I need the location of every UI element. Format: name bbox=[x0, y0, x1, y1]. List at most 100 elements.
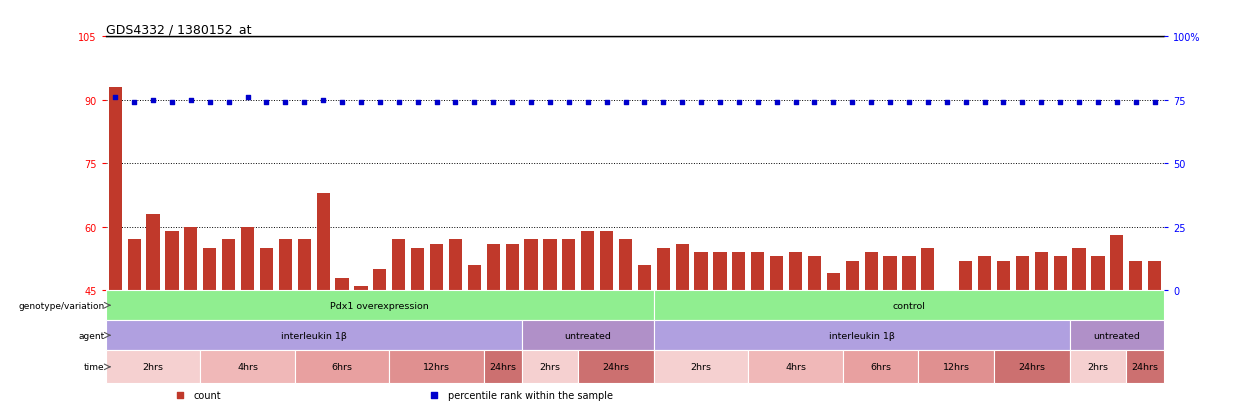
Point bbox=[502, 100, 522, 106]
Bar bbox=[1129, 261, 1143, 290]
Bar bbox=[1127, 350, 1164, 384]
Bar bbox=[203, 248, 217, 290]
Bar bbox=[335, 278, 349, 290]
Bar bbox=[864, 252, 878, 290]
Text: 24hrs: 24hrs bbox=[1018, 363, 1046, 371]
Point bbox=[275, 100, 295, 106]
Point bbox=[615, 100, 635, 106]
Bar bbox=[637, 265, 651, 290]
Point bbox=[351, 100, 371, 106]
Text: agent: agent bbox=[78, 331, 105, 340]
Bar bbox=[1016, 257, 1028, 290]
Point bbox=[1088, 100, 1108, 106]
Point bbox=[936, 100, 956, 106]
Bar bbox=[484, 350, 522, 384]
Bar bbox=[843, 350, 919, 384]
Point bbox=[691, 100, 711, 106]
Point bbox=[219, 100, 239, 106]
Point bbox=[880, 100, 900, 106]
Bar bbox=[1069, 350, 1127, 384]
Bar bbox=[748, 350, 843, 384]
Point bbox=[181, 97, 200, 104]
Point bbox=[294, 100, 314, 106]
Bar bbox=[411, 248, 425, 290]
Point bbox=[956, 100, 976, 106]
Bar bbox=[1035, 252, 1048, 290]
Bar bbox=[959, 261, 972, 290]
Point bbox=[975, 100, 995, 106]
Bar bbox=[1072, 248, 1086, 290]
Bar bbox=[106, 350, 200, 384]
Bar bbox=[997, 261, 1010, 290]
Bar bbox=[487, 244, 499, 290]
Bar bbox=[581, 231, 594, 290]
Bar bbox=[108, 88, 122, 290]
Text: 4hrs: 4hrs bbox=[237, 363, 258, 371]
Text: time: time bbox=[85, 363, 105, 371]
Bar bbox=[524, 240, 538, 290]
Bar bbox=[298, 240, 311, 290]
Text: GDS4332 / 1380152_at: GDS4332 / 1380152_at bbox=[106, 23, 251, 36]
Point bbox=[899, 100, 919, 106]
Bar bbox=[505, 244, 519, 290]
Text: genotype/variation: genotype/variation bbox=[19, 301, 105, 310]
Bar bbox=[166, 231, 178, 290]
Bar bbox=[771, 257, 783, 290]
Point bbox=[1069, 100, 1089, 106]
Point bbox=[162, 100, 182, 106]
Bar bbox=[147, 214, 159, 290]
Bar bbox=[676, 244, 688, 290]
Bar bbox=[1111, 235, 1123, 290]
Text: 12hrs: 12hrs bbox=[423, 363, 449, 371]
Text: 24hrs: 24hrs bbox=[489, 363, 517, 371]
Point bbox=[407, 100, 427, 106]
Bar bbox=[977, 257, 991, 290]
Bar bbox=[295, 350, 390, 384]
Point bbox=[427, 100, 447, 106]
Point bbox=[804, 100, 824, 106]
Text: control: control bbox=[893, 301, 925, 310]
Bar bbox=[827, 273, 840, 290]
Point bbox=[1144, 100, 1164, 106]
Bar bbox=[1148, 261, 1162, 290]
Bar bbox=[184, 227, 198, 290]
Bar bbox=[392, 240, 406, 290]
Text: 24hrs: 24hrs bbox=[1132, 363, 1159, 371]
Point bbox=[918, 100, 937, 106]
Text: 2hrs: 2hrs bbox=[691, 363, 712, 371]
Point bbox=[446, 100, 466, 106]
Bar bbox=[430, 244, 443, 290]
Point bbox=[370, 100, 390, 106]
Point bbox=[843, 100, 863, 106]
Text: 6hrs: 6hrs bbox=[331, 363, 352, 371]
Point bbox=[672, 100, 692, 106]
Bar bbox=[355, 286, 367, 290]
Point bbox=[748, 100, 768, 106]
Point bbox=[238, 95, 258, 101]
Bar bbox=[106, 320, 522, 350]
Bar bbox=[279, 240, 293, 290]
Bar bbox=[260, 248, 273, 290]
Bar bbox=[789, 252, 802, 290]
Point bbox=[559, 100, 579, 106]
Bar bbox=[1069, 320, 1164, 350]
Text: percentile rank within the sample: percentile rank within the sample bbox=[448, 390, 613, 400]
Bar bbox=[654, 320, 1069, 350]
Bar bbox=[845, 261, 859, 290]
Point bbox=[388, 100, 408, 106]
Bar bbox=[751, 252, 764, 290]
Text: 4hrs: 4hrs bbox=[786, 363, 806, 371]
Bar bbox=[654, 350, 748, 384]
Point bbox=[314, 97, 334, 104]
Text: 6hrs: 6hrs bbox=[870, 363, 891, 371]
Bar bbox=[578, 350, 654, 384]
Bar bbox=[200, 350, 295, 384]
Point bbox=[1107, 100, 1127, 106]
Text: count: count bbox=[194, 390, 222, 400]
Bar bbox=[448, 240, 462, 290]
Point bbox=[767, 100, 787, 106]
Point bbox=[654, 100, 674, 106]
Point bbox=[596, 100, 616, 106]
Point bbox=[199, 100, 219, 106]
Point bbox=[1031, 100, 1051, 106]
